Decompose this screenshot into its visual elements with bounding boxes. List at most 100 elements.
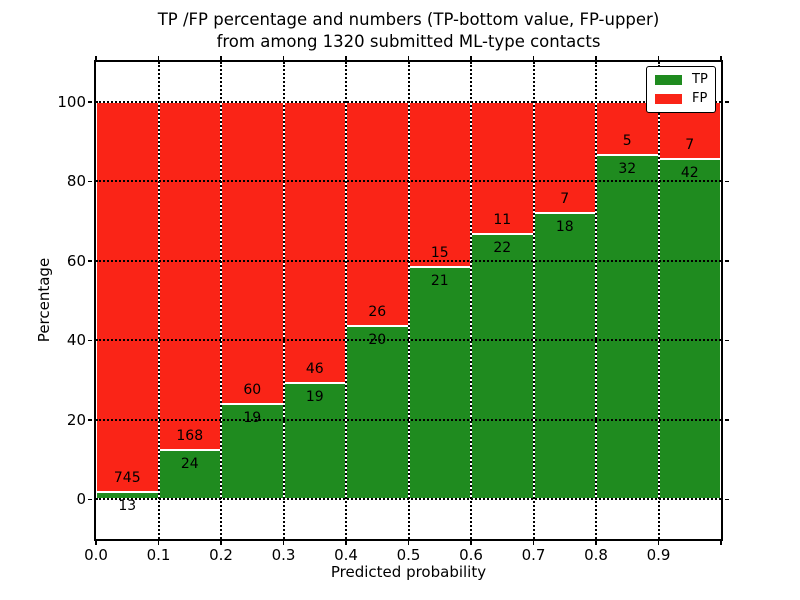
x-tick-bottom bbox=[470, 541, 472, 545]
bar-tp-count-label: 20 bbox=[368, 332, 387, 349]
legend-entry: FP bbox=[655, 92, 707, 106]
bar-fp-count-label: 168 bbox=[176, 427, 204, 444]
x-tick-bottom bbox=[532, 541, 535, 545]
y-tick-left bbox=[88, 180, 92, 182]
x-tick-top bbox=[220, 56, 222, 60]
bar-fp-segment bbox=[408, 101, 471, 268]
bar-fp-segment bbox=[533, 101, 596, 214]
bar-fp-count-label: 5 bbox=[622, 133, 632, 150]
x-tick-top bbox=[595, 56, 597, 60]
bar-fp-count-label: 15 bbox=[430, 245, 449, 262]
bar-fp-count-label: 11 bbox=[493, 212, 512, 229]
x-tick-label: 0.7 bbox=[521, 546, 546, 564]
y-tick-left bbox=[88, 419, 92, 421]
bar-fp-count-label: 26 bbox=[368, 304, 387, 321]
v-gridline bbox=[470, 62, 472, 539]
v-gridline bbox=[345, 62, 347, 539]
y-tick-label: 100 bbox=[57, 92, 86, 111]
v-gridline bbox=[407, 62, 410, 539]
chart-title: TP /FP percentage and numbers (TP-bottom… bbox=[157, 10, 660, 52]
x-tick-bottom bbox=[720, 541, 722, 545]
bar-tp-count-label: 19 bbox=[305, 389, 324, 406]
x-axis-label: Predicted probability bbox=[330, 563, 487, 581]
x-tick-top bbox=[532, 56, 535, 60]
y-tick-label: 20 bbox=[66, 410, 86, 429]
v-gridline bbox=[595, 62, 597, 539]
y-tick-left bbox=[88, 101, 92, 103]
bar-tp-segment bbox=[658, 158, 721, 500]
bar-fp-count-label: 7 bbox=[685, 136, 695, 153]
x-tick-top bbox=[407, 56, 410, 60]
legend-swatch-fp bbox=[655, 94, 682, 104]
x-tick-bottom bbox=[220, 541, 222, 545]
v-gridline bbox=[220, 62, 222, 539]
x-tick-label: 0.3 bbox=[271, 546, 296, 564]
y-tick-right bbox=[725, 180, 729, 182]
x-tick-top bbox=[95, 56, 97, 60]
bar-tp-count-label: 22 bbox=[493, 240, 512, 257]
x-tick-top bbox=[345, 56, 347, 60]
x-tick-bottom bbox=[282, 541, 285, 545]
bar-tp-count-label: 21 bbox=[430, 273, 449, 290]
y-tick-left bbox=[88, 339, 92, 341]
x-tick-bottom bbox=[595, 541, 597, 545]
x-tick-label: 0.0 bbox=[84, 546, 108, 564]
x-tick-top bbox=[282, 56, 285, 60]
y-axis-label: Percentage bbox=[35, 257, 53, 343]
bar-tp-count-label: 42 bbox=[680, 164, 699, 181]
bar-fp-segment bbox=[96, 101, 159, 493]
y-tick-right bbox=[725, 260, 729, 262]
x-tick-label: 0.8 bbox=[584, 546, 608, 564]
legend: TP FP bbox=[646, 66, 716, 113]
y-tick-right bbox=[725, 339, 729, 341]
bar-fp-count-label: 7 bbox=[560, 191, 570, 208]
bar-tp-segment bbox=[408, 267, 471, 500]
x-tick-top bbox=[157, 56, 160, 60]
legend-label-fp: FP bbox=[692, 91, 708, 106]
v-gridline bbox=[657, 62, 660, 539]
y-tick-label: 0 bbox=[76, 490, 86, 509]
y-tick-right bbox=[725, 101, 729, 103]
bar-tp-segment bbox=[471, 234, 534, 500]
v-gridline bbox=[282, 62, 285, 539]
bar-tp-count-label: 18 bbox=[555, 219, 574, 236]
bar-fp-count-label: 46 bbox=[305, 361, 324, 378]
y-tick-label: 40 bbox=[66, 331, 86, 350]
legend-entry: TP bbox=[655, 72, 708, 87]
y-tick-label: 60 bbox=[66, 251, 86, 270]
y-tick-right bbox=[725, 419, 729, 421]
bar-tp-count-label: 32 bbox=[618, 161, 637, 178]
plot-area: 745 13 168 24 60 19 46 19 26 20 15 21 11 22 7 18 5 32 7 42 bbox=[96, 62, 721, 539]
bar-tp-count-label: 19 bbox=[243, 409, 262, 426]
bar-fp-segment bbox=[346, 101, 409, 327]
bar-fp-segment bbox=[221, 101, 284, 404]
v-gridline bbox=[157, 62, 160, 539]
legend-swatch-tp bbox=[655, 75, 682, 85]
x-tick-top bbox=[720, 56, 722, 60]
legend-label-tp: TP bbox=[692, 72, 708, 87]
y-tick-label: 80 bbox=[66, 172, 86, 191]
x-tick-bottom bbox=[657, 541, 660, 545]
bar-fp-count-label: 745 bbox=[113, 470, 141, 487]
y-tick-right bbox=[725, 498, 729, 500]
v-gridline bbox=[532, 62, 535, 539]
bar-tp-segment bbox=[596, 155, 659, 500]
bar-tp-count-label: 13 bbox=[118, 498, 137, 515]
x-tick-label: 0.4 bbox=[334, 546, 358, 564]
x-tick-label: 0.5 bbox=[396, 546, 421, 564]
x-tick-top bbox=[657, 56, 660, 60]
x-tick-label: 0.9 bbox=[646, 546, 671, 564]
x-tick-bottom bbox=[407, 541, 410, 545]
bar-tp-count-label: 24 bbox=[180, 455, 199, 472]
x-tick-bottom bbox=[157, 541, 160, 545]
x-tick-label: 0.1 bbox=[146, 546, 171, 564]
bar-fp-count-label: 60 bbox=[243, 381, 262, 398]
x-tick-label: 0.6 bbox=[459, 546, 483, 564]
y-tick-left bbox=[88, 260, 92, 262]
y-tick-left bbox=[88, 498, 92, 500]
bar-tp-segment bbox=[346, 326, 409, 500]
bar-tp-segment bbox=[533, 213, 596, 500]
x-tick-label: 0.2 bbox=[209, 546, 233, 564]
x-tick-top bbox=[470, 56, 472, 60]
